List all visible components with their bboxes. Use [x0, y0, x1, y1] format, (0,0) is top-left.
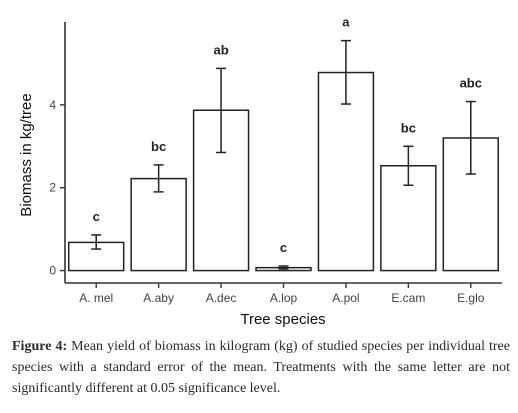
significance-label-3: c [280, 240, 287, 255]
x-tick-label-0: A. mel [79, 291, 113, 305]
y-tick-label-1: 2 [49, 181, 56, 195]
x-tick-label-4: A.pol [332, 291, 359, 305]
x-tick-label-6: E.glo [457, 291, 485, 305]
x-tick-label-1: A.aby [143, 291, 174, 305]
significance-label-1: bc [151, 139, 166, 154]
x-tick-label-2: A.dec [206, 291, 237, 305]
figure-label: Figure 4: [12, 339, 68, 354]
y-tick-label-0: 0 [49, 264, 56, 278]
figure-caption: Figure 4: Mean yield of biomass in kilog… [12, 336, 510, 399]
significance-label-5: bc [401, 120, 416, 135]
y-axis-title: Biomass in kg/tree [18, 93, 35, 216]
x-tick-label-3: A.lop [270, 291, 298, 305]
x-tick-label-5: E.cam [391, 291, 425, 305]
bar-1 [130, 177, 187, 272]
significance-label-4: a [342, 15, 350, 30]
significance-label-2: ab [213, 42, 228, 57]
figure-caption-text: Mean yield of biomass in kilogram (kg) o… [12, 339, 510, 396]
significance-label-0: c [93, 209, 100, 224]
x-axis-title: Tree species [240, 311, 325, 328]
significance-label-6: abc [460, 76, 482, 91]
bar-4 [317, 71, 375, 272]
y-tick-label-2: 4 [49, 98, 56, 112]
ticks-layer: A. mel A.aby A.dec A.lop A.pol E.cam E.glo 0 2 4 [49, 98, 484, 305]
error-bars-layer [91, 39, 476, 270]
